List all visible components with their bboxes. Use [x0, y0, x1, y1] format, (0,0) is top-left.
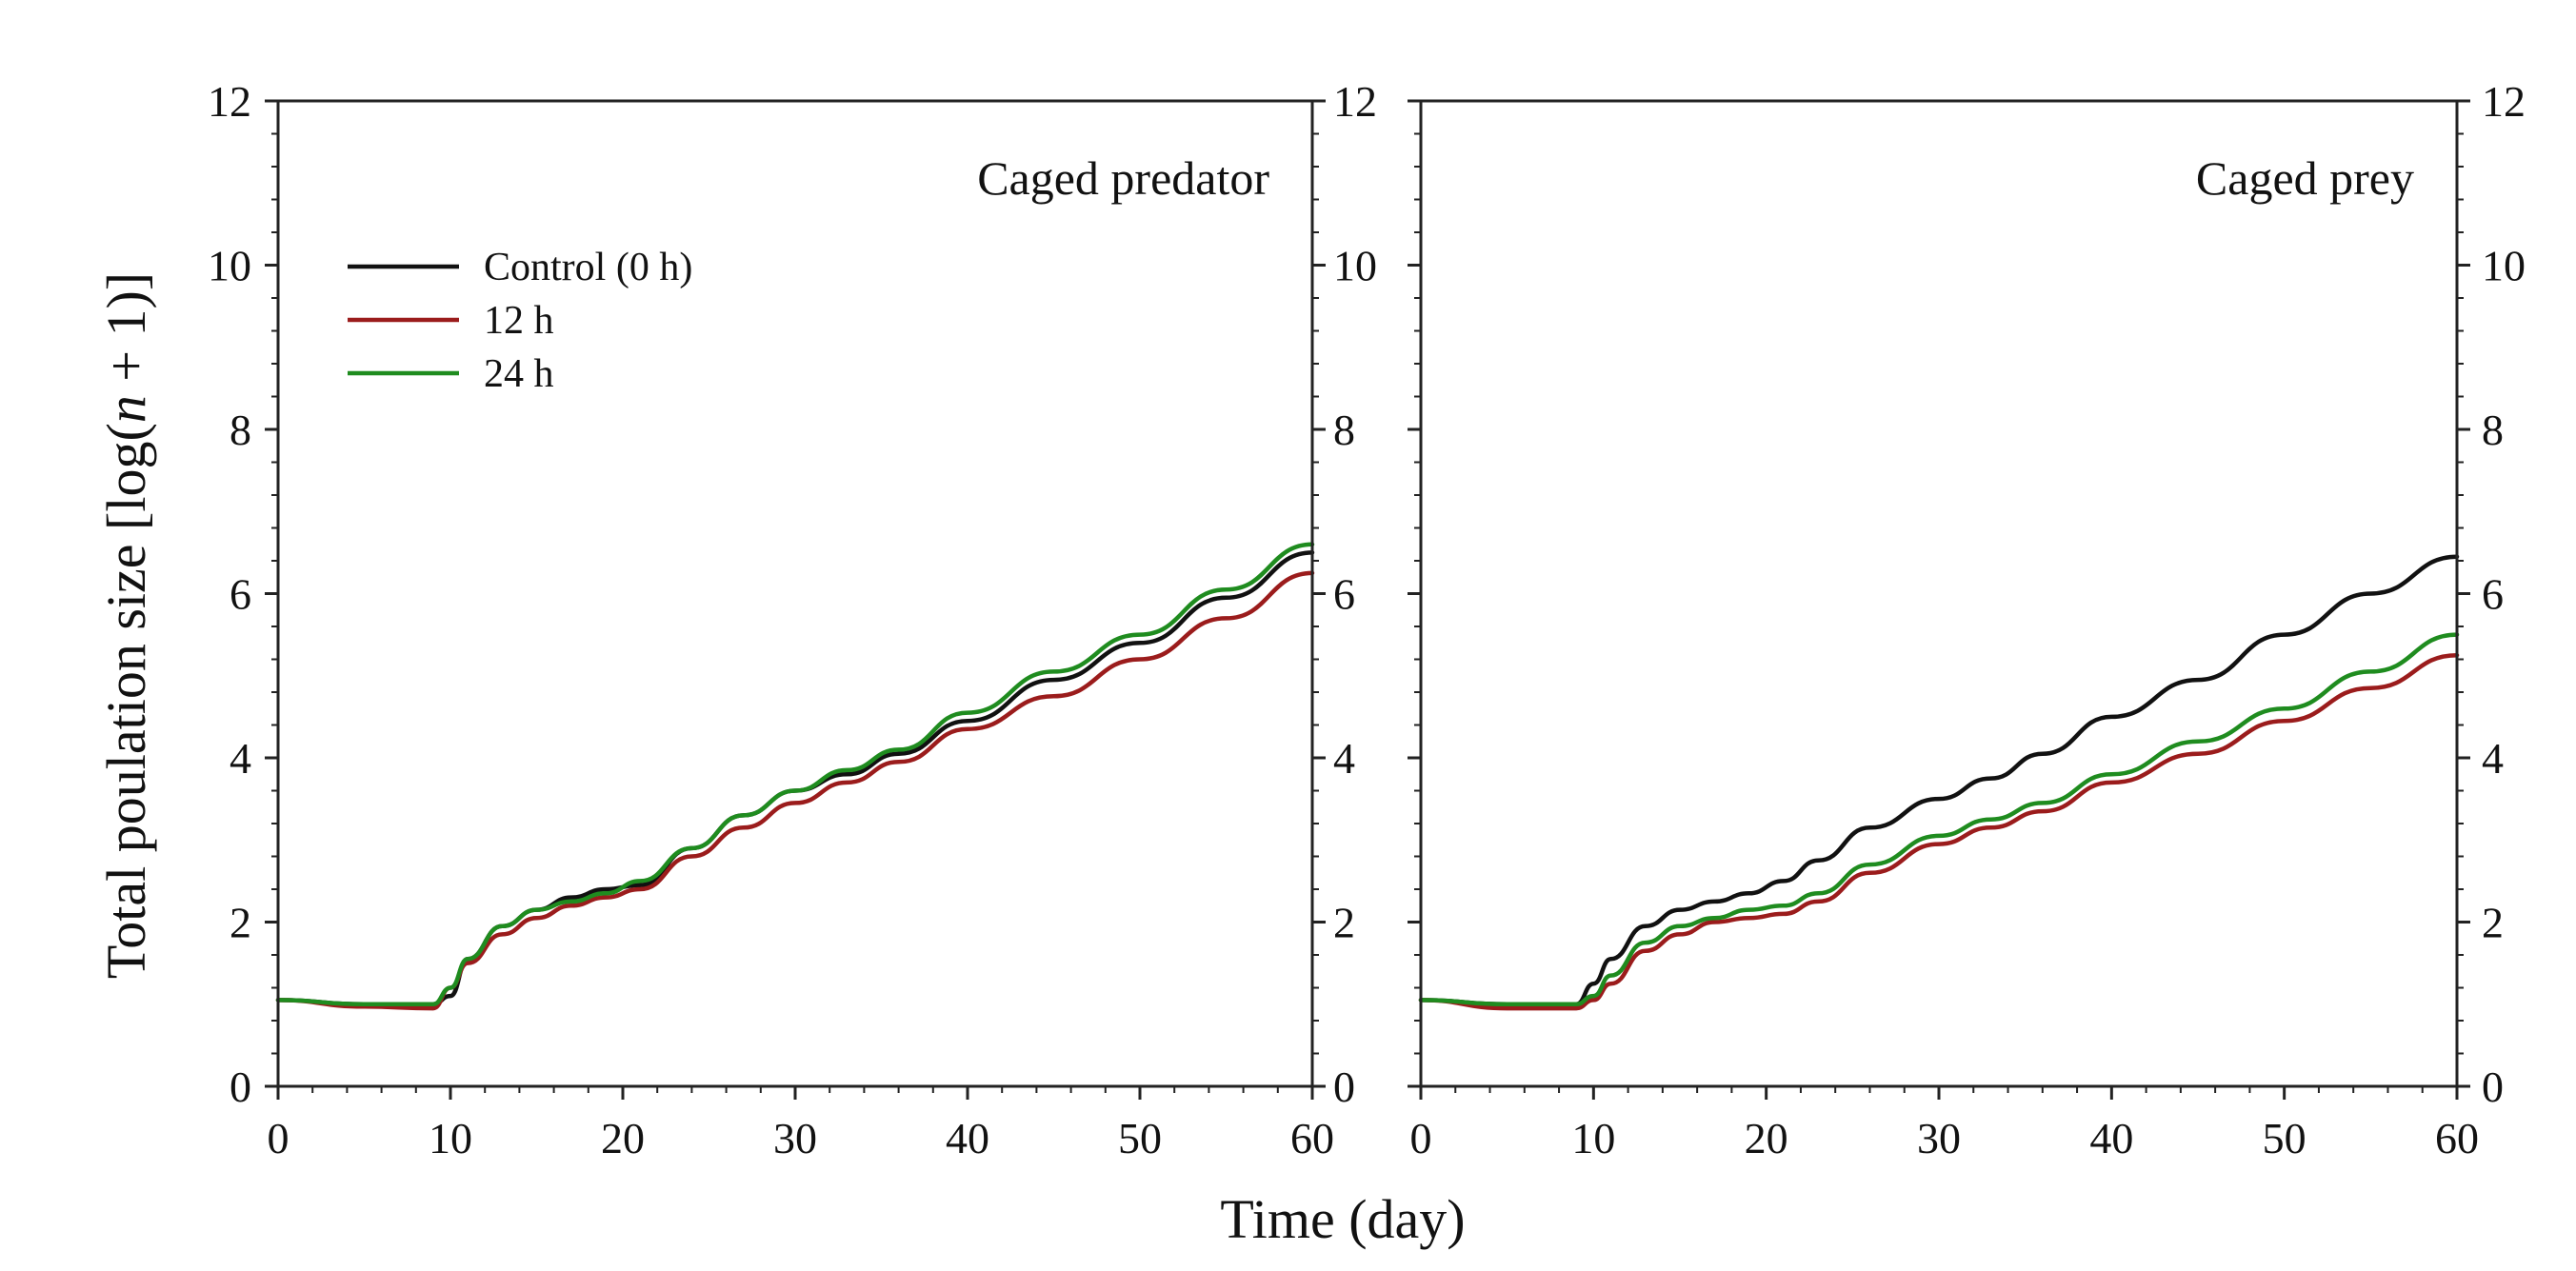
- x-tick-label: 10: [429, 1114, 472, 1162]
- x-tick-label: 0: [268, 1114, 290, 1162]
- series-line-control-0-h: [1418, 554, 2460, 1007]
- y-tick-label-right: 8: [1333, 406, 1355, 454]
- y-tick-label-right: 0: [1333, 1062, 1355, 1111]
- y-tick-label: 6: [230, 570, 251, 619]
- x-tick-label: 40: [946, 1114, 989, 1162]
- y-tick-label: 8: [230, 406, 251, 454]
- y-tick-label-right: 6: [1333, 570, 1355, 619]
- y-tick-label-right: 4: [2482, 734, 2504, 783]
- y-tick-label-right: 4: [1333, 734, 1355, 783]
- x-tick-label: 50: [1118, 1114, 1162, 1162]
- plot-frame: [1419, 99, 2459, 1088]
- x-tick-label: 0: [1410, 1114, 1432, 1162]
- legend-label: 24 h: [484, 352, 554, 396]
- x-tick-label: 60: [2435, 1114, 2479, 1162]
- y-tick-label-right: 0: [2482, 1062, 2504, 1111]
- x-axis-title: Time (day): [1220, 1188, 1465, 1250]
- y-tick-label-right: 2: [1333, 899, 1355, 947]
- series-line-control-0-h: [275, 550, 1315, 1007]
- series-line-24-h: [275, 542, 1315, 1007]
- y-tick-label-right: 10: [1333, 242, 1377, 290]
- panel-title: Caged predator: [977, 151, 1269, 205]
- series-line-12-h: [1418, 652, 2460, 1011]
- y-tick-label-right: 2: [2482, 899, 2504, 947]
- x-tick-label: 20: [601, 1114, 645, 1162]
- y-axis-title: Total poulation size [log(n + 1)]: [95, 272, 157, 979]
- legend: Control (0 h) 12 h 24 h: [348, 246, 692, 396]
- x-tick-label: 20: [1745, 1114, 1788, 1162]
- x-tick-label: 50: [2263, 1114, 2306, 1162]
- legend-label: 12 h: [484, 299, 554, 343]
- x-tick-label: 30: [1917, 1114, 1961, 1162]
- y-tick-label-right: 12: [1333, 77, 1377, 126]
- y-tick-label: 12: [208, 77, 251, 126]
- x-tick-label: 40: [2089, 1114, 2133, 1162]
- x-tick-label: 60: [1290, 1114, 1334, 1162]
- x-tick-label: 30: [773, 1114, 817, 1162]
- y-tick-label-right: 6: [2482, 570, 2504, 619]
- y-tick-label-right: 10: [2482, 242, 2526, 290]
- y-tick-label: 2: [230, 899, 251, 947]
- x-tick-label: 10: [1571, 1114, 1615, 1162]
- y-tick-label-right: 8: [2482, 406, 2504, 454]
- panel-title: Caged prey: [2196, 151, 2414, 205]
- y-tick-label: 0: [230, 1062, 251, 1111]
- y-tick-label-right: 12: [2482, 77, 2526, 126]
- plot-frame: [276, 99, 1314, 1088]
- series-line-24-h: [1418, 632, 2460, 1007]
- y-tick-label: 4: [230, 734, 251, 783]
- y-tick-label: 10: [208, 242, 251, 290]
- legend-label: Control (0 h): [484, 246, 692, 289]
